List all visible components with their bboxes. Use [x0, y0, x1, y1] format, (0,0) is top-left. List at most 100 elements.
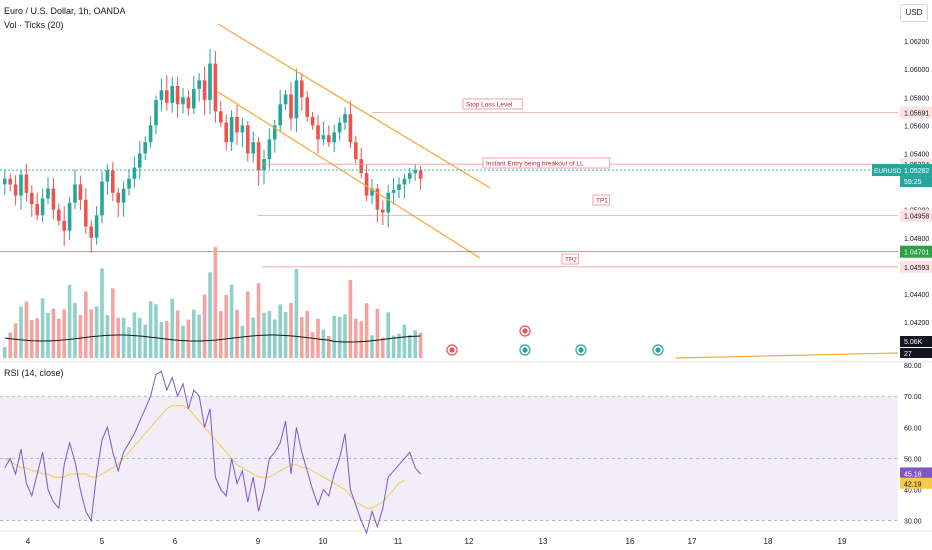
symbol-title[interactable]: Euro / U.S. Dollar, 1h, OANDA — [4, 6, 126, 16]
candle — [51, 188, 56, 210]
rsi-tick-label: 80.00 — [904, 363, 922, 370]
volume-bar — [100, 268, 104, 358]
candle — [386, 192, 390, 213]
volume-bar — [170, 298, 174, 358]
symbol-badge-text: EURUSD — [874, 168, 902, 175]
volume-bar — [46, 312, 50, 358]
candle — [159, 90, 164, 101]
candle — [343, 114, 347, 123]
level-note-box — [462, 98, 523, 110]
volume-bar — [294, 268, 299, 358]
candle — [348, 114, 353, 143]
rsi-value-text: 45.18 — [904, 471, 922, 478]
candle — [381, 209, 385, 213]
candle — [213, 63, 218, 112]
time-tick-label: 5 — [100, 537, 105, 546]
time-tick-label: 13 — [539, 537, 548, 546]
rsi-tick-label: 30.00 — [904, 519, 922, 526]
volume-bar — [300, 317, 304, 358]
price-level-badge — [900, 164, 932, 177]
volume-bar — [278, 304, 282, 358]
candle — [332, 132, 336, 143]
volume-bar — [354, 318, 358, 358]
event-marker-dot — [578, 347, 584, 353]
rsi-indicator-label[interactable]: RSI (14, close) — [4, 368, 64, 378]
volume-bar — [413, 330, 417, 358]
candle — [3, 178, 7, 185]
volume-bar — [105, 315, 110, 358]
volume-bar — [256, 283, 261, 358]
price-level-value: 1.04593 — [904, 265, 929, 272]
candle — [278, 104, 282, 126]
volume-bar — [30, 320, 34, 358]
candle — [246, 125, 250, 154]
volume-bar — [94, 306, 99, 358]
candle — [186, 97, 191, 109]
candle — [229, 116, 234, 143]
candle — [294, 80, 299, 119]
volume-bar — [327, 335, 331, 358]
volume-bar — [224, 294, 228, 358]
candle — [397, 184, 401, 190]
volume-bar — [375, 308, 380, 358]
candle — [197, 80, 201, 89]
trend-line — [675, 352, 899, 359]
volume-bar — [8, 332, 12, 358]
volume-bar — [391, 335, 396, 358]
volume-bar — [283, 311, 288, 358]
volume-bar — [116, 317, 120, 358]
volume-bar — [73, 303, 77, 358]
candle — [375, 188, 380, 210]
currency-button[interactable]: USD — [900, 4, 928, 22]
volume-bar — [186, 319, 191, 358]
volume-bar — [246, 291, 250, 358]
volume-ma-line — [4, 334, 421, 343]
price-level-value: 1.04958 — [904, 214, 929, 221]
volume-bar — [51, 308, 56, 358]
candle — [100, 181, 104, 216]
candle — [57, 209, 61, 221]
volume-bar — [332, 315, 336, 358]
volume-bar — [343, 314, 347, 358]
volume-ma-text: 27 — [904, 351, 912, 358]
level-note-box — [561, 253, 580, 265]
volume-bar — [316, 318, 320, 358]
countdown-text: 59:25 — [904, 179, 922, 186]
rsi-tick-label: 70.00 — [904, 394, 922, 401]
candle — [170, 86, 174, 103]
candle — [402, 178, 407, 185]
price-tick-label: 1.05800 — [904, 95, 929, 102]
channel-upper-line — [217, 23, 491, 189]
volume-bar — [381, 337, 385, 358]
candle — [121, 188, 126, 203]
time-tick-label: 4 — [26, 537, 31, 546]
volume-bar — [62, 309, 66, 358]
level-note-text: TP2 — [565, 257, 577, 264]
volume-bar — [40, 298, 45, 358]
volume-bar — [127, 327, 131, 358]
volume-bar — [197, 314, 201, 358]
volume-bar — [111, 288, 115, 358]
volume-bar — [310, 332, 315, 358]
rsi-ma-badge — [900, 477, 932, 489]
candle — [262, 159, 266, 171]
volume-indicator-label[interactable]: Vol · Ticks (20) — [4, 20, 64, 30]
volume-bar — [181, 325, 185, 358]
price-tick-label: 1.06200 — [904, 39, 929, 46]
candle — [154, 100, 158, 126]
candle — [337, 122, 342, 133]
candle — [84, 199, 88, 227]
price-level-value: 1.04701 — [904, 250, 929, 257]
rsi-line — [4, 370, 421, 535]
time-tick-label: 9 — [256, 537, 261, 546]
volume-bar — [240, 325, 245, 358]
candle — [240, 125, 245, 133]
candle — [310, 116, 315, 126]
candle — [89, 226, 93, 238]
candle — [273, 125, 277, 140]
candle — [127, 178, 131, 189]
candle — [289, 94, 293, 119]
rsi-tick-label: 50.00 — [904, 456, 922, 463]
price-tick-label: 1.05400 — [904, 151, 929, 158]
